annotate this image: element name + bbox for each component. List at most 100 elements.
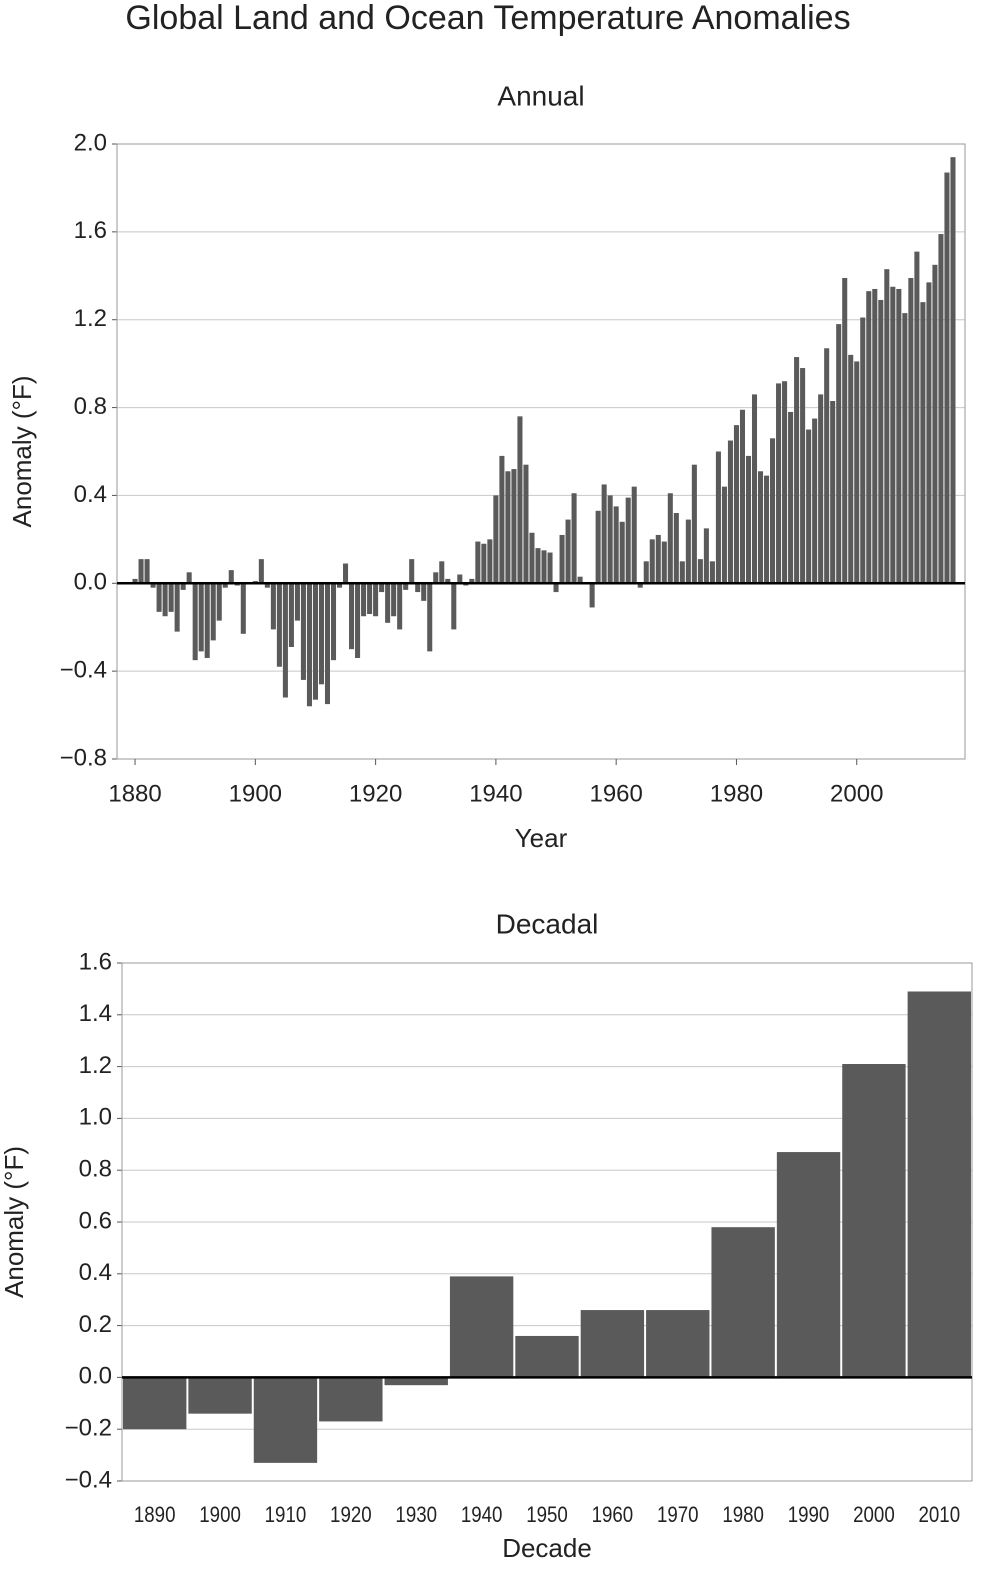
bar: [878, 299, 884, 584]
bar: [848, 354, 854, 584]
bar: [421, 583, 427, 601]
bar: [505, 471, 511, 584]
bar: [836, 324, 842, 584]
bar: [703, 528, 709, 584]
bar: [944, 172, 950, 584]
x-tick-label: 1900: [199, 1503, 241, 1527]
bar: [646, 1310, 710, 1378]
bar: [565, 519, 571, 584]
x-tick-label: 1980: [710, 780, 763, 807]
x-tick-label: 1880: [108, 780, 161, 807]
bar: [800, 368, 806, 584]
x-tick-label: 1960: [592, 1503, 634, 1527]
bar: [168, 583, 174, 612]
bar: [739, 409, 746, 584]
x-tick-label: 1930: [395, 1503, 437, 1527]
bar: [523, 464, 529, 584]
bar: [643, 561, 649, 584]
bar: [511, 469, 517, 584]
bar: [794, 357, 800, 584]
bar: [355, 583, 361, 658]
bar: [559, 534, 565, 584]
bar: [529, 532, 535, 584]
y-tick-label: 0.2: [79, 1311, 112, 1338]
y-tick-label: 2.0: [74, 129, 107, 156]
plot-frame: [116, 143, 966, 760]
y-tick-label: 0.0: [79, 1363, 112, 1390]
bar: [318, 583, 325, 685]
x-tick-label: 1920: [330, 1503, 372, 1527]
bar: [216, 583, 222, 621]
bar: [751, 394, 758, 584]
chart-title: Decadal: [496, 908, 599, 939]
y-tick-label: 0.0: [74, 569, 107, 596]
bar: [367, 583, 373, 615]
bar: [132, 578, 138, 584]
bar: [830, 400, 836, 584]
bar: [535, 548, 541, 584]
bar: [384, 1377, 448, 1386]
x-tick-label: 2000: [853, 1503, 895, 1527]
x-tick-label: 1940: [469, 780, 522, 807]
bar: [595, 510, 601, 584]
y-tick-label: 1.6: [79, 948, 112, 975]
x-tick-label: 1910: [265, 1503, 307, 1527]
bar: [631, 486, 637, 584]
bar: [469, 578, 475, 584]
bar: [818, 394, 824, 584]
bar: [240, 583, 246, 634]
bar: [515, 1335, 579, 1378]
x-tick-label: 1940: [461, 1503, 503, 1527]
bar: [908, 277, 914, 584]
bar: [222, 583, 228, 588]
figure-title: Global Land and Ocean Temperature Anomal…: [125, 0, 850, 37]
bar: [685, 519, 691, 584]
bar: [361, 583, 367, 617]
bar: [711, 1227, 775, 1378]
bar: [655, 534, 661, 584]
bar: [330, 583, 337, 661]
x-axis-label: Year: [515, 823, 568, 853]
bar: [577, 576, 583, 584]
y-tick-label: 0.4: [74, 481, 107, 508]
bar: [198, 583, 204, 652]
bar: [733, 425, 739, 584]
bar: [721, 486, 727, 584]
bar: [691, 464, 697, 584]
bar: [324, 583, 331, 705]
bar: [932, 264, 938, 584]
bar: [150, 583, 156, 588]
bar: [697, 559, 703, 584]
bar: [349, 583, 355, 650]
bar: [253, 1377, 318, 1463]
bar: [228, 570, 234, 584]
bar: [896, 288, 902, 584]
bar: [379, 583, 385, 593]
plot-frame: [121, 962, 973, 1482]
bar: [264, 583, 270, 588]
bar: [757, 471, 764, 584]
y-tick-label: 1.2: [79, 1052, 112, 1079]
bar: [276, 583, 282, 667]
bar: [673, 513, 679, 584]
bar: [637, 583, 643, 588]
x-tick-label: 1920: [349, 780, 402, 807]
y-tick-label: −0.8: [60, 744, 107, 771]
bar: [649, 539, 655, 584]
bar: [499, 455, 505, 584]
bar: [415, 583, 421, 593]
bar: [667, 493, 673, 584]
bar: [457, 574, 463, 584]
x-tick-label: 1950: [526, 1503, 568, 1527]
bar: [661, 541, 667, 584]
bar: [312, 583, 318, 700]
bar: [770, 438, 776, 584]
bar: [123, 1377, 187, 1430]
bar: [319, 1377, 383, 1422]
bar: [204, 583, 210, 658]
y-tick-label: −0.4: [65, 1466, 112, 1493]
bar: [282, 583, 288, 698]
bar: [541, 550, 547, 584]
bar: [788, 411, 794, 584]
bar: [776, 1152, 841, 1378]
